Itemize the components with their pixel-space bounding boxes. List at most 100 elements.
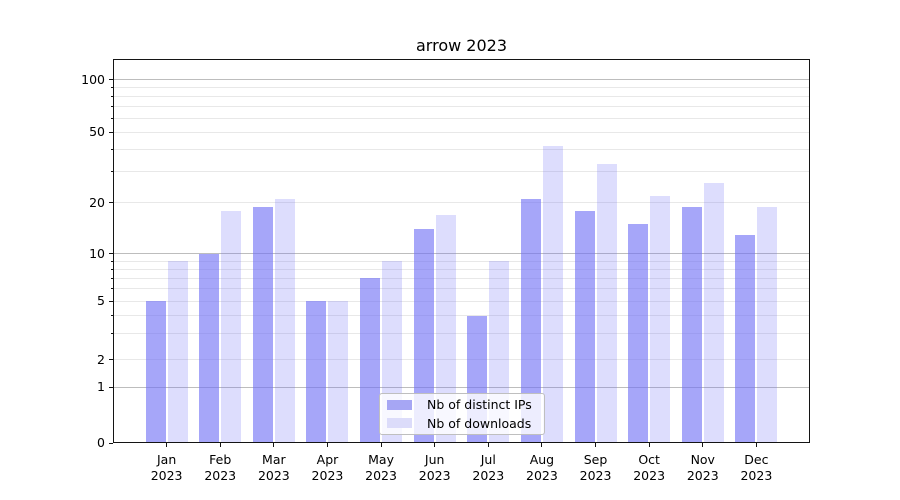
minor-gridline	[113, 268, 810, 270]
x-tick-label: Jun 2023	[418, 452, 451, 483]
y-tick-mark	[109, 253, 113, 255]
x-tick-label: Jul 2023	[472, 452, 505, 483]
minor-gridline	[113, 106, 810, 108]
x-tick-label: Sep 2023	[579, 452, 612, 483]
x-tick-mark	[487, 443, 489, 447]
minor-gridline	[113, 131, 810, 133]
minor-gridline	[113, 277, 810, 279]
x-tick-mark	[595, 443, 597, 447]
bar-distinct-ips-apr	[306, 301, 327, 443]
bar-distinct-ips-dec	[735, 234, 756, 443]
bar-downloads-feb	[221, 210, 242, 443]
minor-gridline	[113, 333, 810, 335]
y-minor-tick-mark	[111, 333, 113, 335]
bar-downloads-aug	[542, 145, 563, 443]
bar-downloads-nov	[703, 182, 724, 443]
bar-downloads-jun	[435, 214, 456, 443]
y-tick-label: 20	[89, 194, 105, 210]
bar-distinct-ips-jan	[145, 301, 166, 443]
y-minor-tick-mark	[111, 106, 113, 108]
x-tick-mark	[434, 443, 436, 447]
minor-gridline	[113, 300, 810, 302]
y-tick-label: 2	[97, 351, 105, 367]
minor-gridline	[113, 202, 810, 204]
bar-downloads-dec	[757, 206, 778, 443]
y-tick-mark	[109, 386, 113, 388]
chart-title: arrow 2023	[415, 36, 507, 55]
bar-distinct-ips-sep	[574, 210, 595, 443]
x-tick-mark	[755, 443, 757, 447]
minor-gridline	[113, 87, 810, 89]
minor-gridline	[113, 260, 810, 262]
x-tick-mark	[326, 443, 328, 447]
y-minor-tick-mark	[111, 87, 113, 89]
major-gridline	[113, 79, 810, 80]
y-minor-tick-mark	[111, 95, 113, 97]
x-tick-mark	[166, 443, 168, 447]
x-tick-mark	[648, 443, 650, 447]
legend-swatch-distinct-ips	[387, 399, 412, 410]
bar-distinct-ips-oct	[628, 224, 649, 443]
x-tick-mark	[219, 443, 221, 447]
y-tick-label: 5	[97, 293, 105, 309]
bar-distinct-ips-jun	[413, 229, 434, 443]
x-tick-label: Mar 2023	[257, 452, 290, 483]
legend-item-distinct-ips: Nb of distinct IPs	[387, 397, 544, 413]
bar-downloads-apr	[328, 301, 349, 443]
legend: Nb of distinct IPs Nb of downloads	[379, 393, 545, 435]
legend-label-downloads: Nb of downloads	[427, 415, 532, 431]
minor-gridline	[113, 171, 810, 173]
x-tick-label: Oct 2023	[633, 452, 666, 483]
y-minor-tick-mark	[111, 202, 113, 204]
minor-gridline	[113, 315, 810, 316]
x-tick-mark	[380, 443, 382, 447]
bar-distinct-ips-aug	[520, 199, 541, 443]
major-gridline	[113, 253, 810, 255]
y-minor-tick-mark	[111, 268, 113, 270]
bar-downloads-jan	[167, 261, 188, 443]
legend-item-downloads: Nb of downloads	[387, 416, 544, 432]
bar-distinct-ips-mar	[252, 206, 273, 443]
legend-swatch-downloads	[387, 418, 412, 429]
x-tick-label: Feb 2023	[204, 452, 237, 483]
y-minor-tick-mark	[111, 131, 113, 133]
y-tick-label: 100	[81, 71, 105, 87]
y-tick-mark	[109, 442, 113, 444]
minor-gridline	[113, 288, 810, 290]
y-tick-mark	[109, 79, 113, 80]
plot-area	[113, 59, 810, 443]
bar-distinct-ips-nov	[681, 206, 702, 443]
y-minor-tick-mark	[111, 359, 113, 361]
y-tick-label: 0	[97, 435, 105, 450]
minor-gridline	[113, 117, 810, 119]
y-tick-label: 10	[89, 245, 105, 261]
major-gridline	[113, 386, 810, 388]
y-minor-tick-mark	[111, 117, 113, 119]
bar-downloads-sep	[596, 164, 617, 443]
y-tick-label: 50	[89, 124, 105, 140]
minor-gridline	[113, 148, 810, 150]
y-tick-label: 1	[97, 379, 105, 395]
x-tick-label: Dec 2023	[740, 452, 773, 483]
legend-label-distinct-ips: Nb of distinct IPs	[427, 397, 532, 413]
y-minor-tick-mark	[111, 277, 113, 279]
minor-gridline	[113, 95, 810, 97]
x-tick-label: Aug 2023	[526, 452, 558, 483]
y-minor-tick-mark	[111, 315, 113, 316]
x-tick-mark	[541, 443, 543, 447]
y-minor-tick-mark	[111, 148, 113, 150]
x-tick-label: Apr 2023	[311, 452, 344, 483]
x-tick-mark	[273, 443, 275, 447]
bar-downloads-oct	[650, 195, 671, 443]
y-minor-tick-mark	[111, 171, 113, 173]
x-tick-label: Nov 2023	[686, 452, 719, 483]
x-tick-label: Jan 2023	[150, 452, 183, 483]
bar-distinct-ips-may	[360, 278, 381, 443]
x-tick-label: May 2023	[365, 452, 397, 483]
y-minor-tick-mark	[111, 260, 113, 262]
y-minor-tick-mark	[111, 288, 113, 290]
bar-downloads-mar	[274, 199, 295, 443]
minor-gridline	[113, 359, 810, 361]
x-tick-mark	[702, 443, 704, 447]
